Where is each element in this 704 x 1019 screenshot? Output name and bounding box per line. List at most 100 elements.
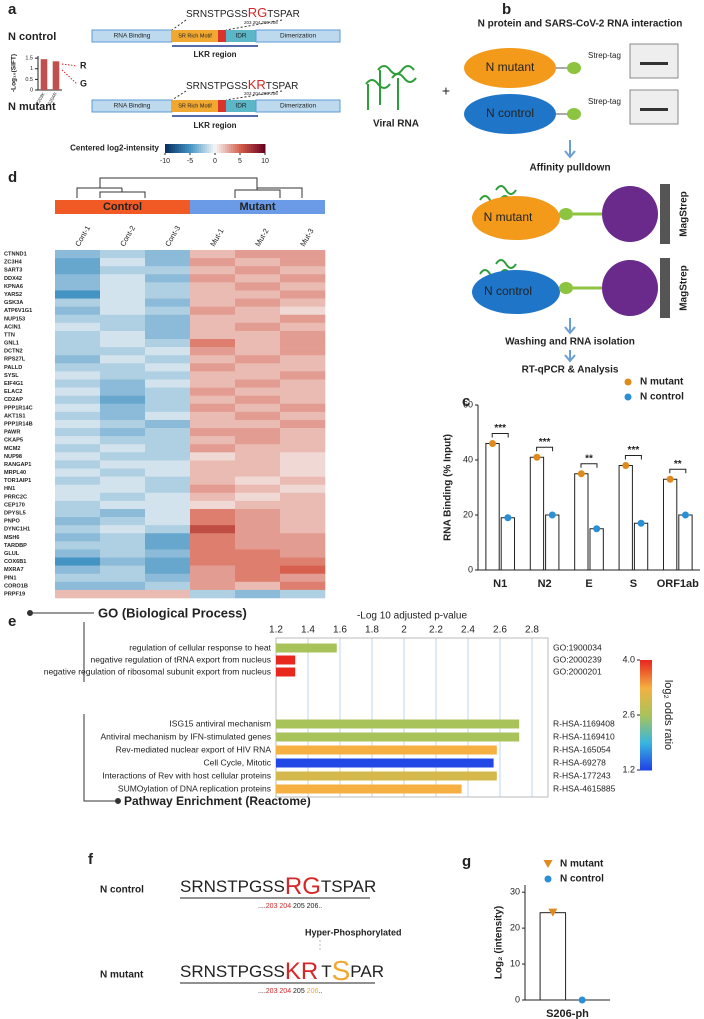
heatmap-cell xyxy=(190,298,236,307)
heatmap-cell xyxy=(55,525,101,534)
domain-label: Dimerization xyxy=(280,103,317,110)
x-tick-label: 1.6 xyxy=(333,625,347,636)
colorbar-step xyxy=(227,144,230,153)
colorbar-step xyxy=(251,144,254,153)
colorbar-step xyxy=(199,144,202,153)
heatmap-cell xyxy=(145,306,191,316)
heatmap-cell xyxy=(235,411,281,421)
heatmap-cell xyxy=(190,274,236,283)
row-label: CEP170 xyxy=(4,502,25,508)
heatmap-cell xyxy=(235,274,281,283)
colorbar-step xyxy=(640,707,652,710)
heatmap-cell xyxy=(235,290,281,299)
x-tick-label: 1.4 xyxy=(301,625,315,636)
bar xyxy=(276,719,520,729)
domain-label: Dimerization xyxy=(280,33,317,40)
category-label: Interactions of Rev with host cellular p… xyxy=(102,770,271,780)
bar xyxy=(589,528,604,571)
y-tick-label: 40 xyxy=(463,454,473,464)
colorbar-step xyxy=(173,144,176,153)
row-label: RPS27L xyxy=(4,357,26,363)
heatmap-cell xyxy=(100,557,146,566)
domain xyxy=(255,99,341,113)
heatmap-cell xyxy=(190,419,236,429)
colorbar-step xyxy=(640,738,652,742)
colorbar-step xyxy=(640,672,652,676)
legend-label: N control xyxy=(640,392,684,403)
heatmap-cell xyxy=(235,517,281,526)
domain-label: IDR xyxy=(235,33,247,40)
connector xyxy=(61,63,78,67)
heatmap-cell xyxy=(280,517,326,526)
term-id: R-HSA-1169408 xyxy=(553,718,615,728)
term-id: GO:1900034 xyxy=(553,642,602,652)
colorbar-step xyxy=(640,678,652,681)
heatmap-cell xyxy=(100,436,146,445)
row-label: KPNA6 xyxy=(4,284,23,290)
colorbar-step xyxy=(640,693,652,696)
y-tick-label: 10 xyxy=(510,958,520,968)
x-tick-label: N1 xyxy=(493,578,507,590)
heatmap-cell xyxy=(55,573,101,583)
rna-strand xyxy=(391,73,417,110)
heatmap-cell xyxy=(190,581,236,591)
heatmap-cell xyxy=(100,428,146,437)
heatmap-cell xyxy=(145,258,191,267)
bead xyxy=(602,186,658,242)
heatmap-cell xyxy=(55,581,101,591)
seq-part: RG xyxy=(285,873,321,900)
colorbar-step xyxy=(640,713,652,716)
colorbar-step xyxy=(241,144,244,153)
heatmap-cell xyxy=(190,330,236,340)
colorbar-step xyxy=(640,733,652,736)
marker xyxy=(637,519,645,527)
domain xyxy=(172,30,218,42)
connector xyxy=(171,19,187,31)
heatmap-cell xyxy=(145,330,191,340)
colorbar-step xyxy=(205,144,208,153)
heatmap-cell xyxy=(55,330,101,340)
colorbar-step xyxy=(187,144,190,153)
label: MagStrep xyxy=(679,191,690,237)
x-tick-label: 1.2 xyxy=(269,625,283,636)
heatmap-cell xyxy=(280,258,326,267)
heatmap-cell xyxy=(55,258,101,267)
pos-part: .. xyxy=(318,988,322,995)
heatmap-cell xyxy=(55,436,101,445)
annotation: G xyxy=(80,78,87,88)
heatmap-cell xyxy=(145,581,191,591)
heatmap-cell xyxy=(55,492,101,502)
colorbar-step xyxy=(640,742,652,745)
group-label: Mutant xyxy=(239,201,275,213)
colorbar-title: Centered log2-intensity xyxy=(70,144,159,153)
bar xyxy=(529,456,545,571)
panel-label: e xyxy=(8,613,16,630)
colorbar-step xyxy=(185,144,188,153)
heatmap-cell xyxy=(55,533,101,542)
heatmap-cell xyxy=(55,395,101,405)
marker xyxy=(681,511,689,519)
colorbar-step xyxy=(640,680,652,683)
strep-tag-icon xyxy=(567,62,581,74)
heatmap-cell xyxy=(145,589,191,599)
colorbar-step xyxy=(169,144,172,153)
label: N control xyxy=(486,106,534,120)
colorbar-step xyxy=(640,698,652,701)
heatmap-cell xyxy=(235,250,281,259)
colorbar-step xyxy=(215,144,218,153)
heatmap-cell xyxy=(280,363,326,372)
heatmap-cell xyxy=(190,508,236,518)
colorbar-step xyxy=(640,669,652,672)
row-label: RANGAP1 xyxy=(4,462,31,468)
heatmap-cell xyxy=(145,290,191,299)
heatmap-cell xyxy=(145,517,191,526)
category-label: negative regulation of ribosomal subunit… xyxy=(44,666,271,676)
label: MagStrep xyxy=(679,265,690,311)
colorbar-step xyxy=(640,665,652,668)
marker xyxy=(548,908,558,917)
heatmap-cell xyxy=(280,557,326,566)
y-axis-label: Log₂ (intensity) xyxy=(494,906,505,979)
heatmap-cell xyxy=(235,428,281,437)
colorbar-step xyxy=(211,144,214,153)
